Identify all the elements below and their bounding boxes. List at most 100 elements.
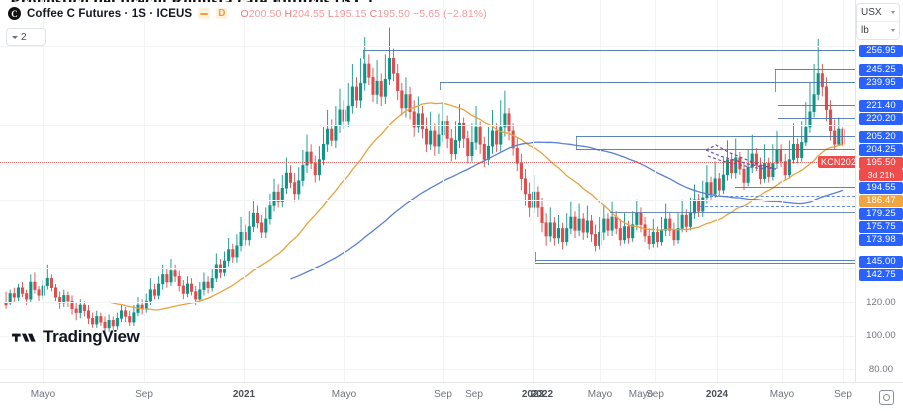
price-axis-label-194-55[interactable]: 194.55 xyxy=(859,182,903,194)
chevron-down-icon xyxy=(12,35,18,39)
unit-select-value: lb xyxy=(861,25,869,36)
legend-collapse-count: 2 xyxy=(21,31,27,43)
grid-line-h xyxy=(0,369,855,370)
grid-line-h xyxy=(0,268,855,269)
grid-line-v xyxy=(443,0,444,382)
grid-line-v xyxy=(655,0,656,382)
price-axis-label-175-75[interactable]: 175.75 xyxy=(859,221,903,233)
price-axis-label-204-25[interactable]: 204.25 xyxy=(859,144,903,156)
price-axis-label-100-00: 100.00 xyxy=(866,330,896,341)
time-axis-label: Mayo xyxy=(769,389,795,400)
chart-legend: C Coffee C Futures · 1S · ICEUS D O200.5… xyxy=(8,7,487,20)
level-line-239-95[interactable] xyxy=(440,82,855,83)
grid-line-v xyxy=(717,0,718,382)
grid-line-v xyxy=(43,0,44,382)
price-axis-label-80-00: 80.00 xyxy=(868,364,894,375)
level-anchor-tick xyxy=(775,69,776,92)
ohlc-change-value: −5.65 (−2.81%) xyxy=(413,7,487,20)
price-axis-label-186-47[interactable]: 186.47 xyxy=(859,195,903,207)
symbol-title[interactable]: Coffee C Futures · 1S · ICEUS xyxy=(27,7,193,20)
chevron-down-icon xyxy=(891,11,895,14)
ohlc-close-key: C xyxy=(369,7,378,20)
legend-collapse-button[interactable]: 2 xyxy=(6,28,46,46)
level-line-194-55[interactable] xyxy=(735,187,855,188)
ohlc-low-value: 195.15 xyxy=(333,7,367,20)
level-line-204-25[interactable] xyxy=(576,149,855,150)
level-anchor-tick xyxy=(535,252,536,262)
level-anchor-tick xyxy=(363,50,364,59)
price-axis-label-3d-21h[interactable]: 3d 21h xyxy=(859,169,903,181)
price-axis-label-179-25[interactable]: 179.25 xyxy=(859,208,903,220)
ohlc-open-key: O xyxy=(240,7,249,20)
chart-style-icon[interactable] xyxy=(198,8,211,19)
grid-line-h xyxy=(0,200,855,201)
time-axis-label: Sep xyxy=(434,389,452,400)
price-axis-label-245-25[interactable]: 245.25 xyxy=(859,64,903,76)
time-axis-label: 2023 xyxy=(521,389,545,400)
time-axis-label: Mayo xyxy=(331,389,357,400)
tradingview-logo-icon xyxy=(12,333,36,342)
ohlc-close-value: 195.50 xyxy=(377,7,411,20)
grid-line-v xyxy=(600,0,601,382)
tradingview-watermark: TradingView xyxy=(12,327,140,347)
time-axis-label: Sep xyxy=(834,389,852,400)
grid-line-v xyxy=(782,0,783,382)
price-axis-label-145-00[interactable]: 145.00 xyxy=(859,256,903,268)
time-axis-label: Mayo xyxy=(30,389,56,400)
unit-select[interactable]: lb xyxy=(857,21,899,39)
exchange-select-value: USX xyxy=(861,7,882,18)
time-axis[interactable]: Mayo Sep 2021 Mayo Sep 2022 Mayo Sep 2023 Mayo Sep… xyxy=(0,382,903,411)
tradingview-watermark-text: TradingView xyxy=(43,327,140,346)
time-axis-label: 2024 xyxy=(705,389,729,400)
ohlc-low-key: L xyxy=(327,7,334,20)
contract-tag-kcn2024[interactable]: KCN2024 xyxy=(818,156,855,168)
grid-line-h xyxy=(0,336,855,337)
grid-line-h xyxy=(0,302,855,303)
level-anchor-tick xyxy=(440,82,441,90)
level-line-145-00[interactable] xyxy=(535,260,855,261)
clipped-page-headline: Pronóstico del precio Robusta café Futur… xyxy=(10,0,373,2)
time-axis-label: Sep xyxy=(135,389,153,400)
grid-line-v xyxy=(843,0,844,382)
grid-line-v xyxy=(344,0,345,382)
level-line-220-20[interactable] xyxy=(778,118,855,119)
exchange-select[interactable]: USX xyxy=(857,4,899,21)
time-axis-label: 2022 xyxy=(530,389,554,400)
grid-line-h xyxy=(0,46,855,47)
grid-line-v xyxy=(144,0,145,382)
crosshair-settings-icon[interactable] xyxy=(879,390,894,405)
level-line-221-40[interactable] xyxy=(778,105,855,106)
chevron-down-icon xyxy=(891,29,895,32)
time-axis-label: Sep xyxy=(465,389,483,400)
chart-plot-area[interactable]: KCN2024 TradingView xyxy=(0,0,855,382)
interval-chip[interactable]: D xyxy=(216,8,228,19)
level-line-186-47[interactable] xyxy=(710,196,855,197)
ohlc-high-value: 204.55 xyxy=(292,7,325,20)
level-line-175-75[interactable] xyxy=(610,212,855,213)
price-axis-label-205-20[interactable]: 205.20 xyxy=(859,131,903,143)
candlestick-series xyxy=(4,27,845,332)
level-line-245-25[interactable] xyxy=(775,69,855,70)
current-price-line xyxy=(0,162,855,163)
time-axis-label: Mayo xyxy=(628,389,654,400)
ohlc-high-key: H xyxy=(284,7,293,20)
symbol-logo-icon: C xyxy=(8,7,21,20)
price-axis-label-256-95[interactable]: 256.95 xyxy=(859,45,903,57)
level-anchor-tick xyxy=(576,136,577,150)
price-axis-label-220-20[interactable]: 220.20 xyxy=(859,113,903,125)
price-axis-label-239-95[interactable]: 239.95 xyxy=(859,77,903,89)
level-line-256-95[interactable] xyxy=(363,50,855,51)
price-axis-label-221-40[interactable]: 221.40 xyxy=(859,100,903,112)
time-axis-label: Mayo xyxy=(587,389,613,400)
price-axis-label-173-98[interactable]: 173.98 xyxy=(859,234,903,246)
level-line-179-25[interactable] xyxy=(700,206,855,207)
price-axis-label-120-00: 120.00 xyxy=(866,297,896,308)
price-axis[interactable]: 256.95 245.25 239.95 221.40 220.20 205.20 204.… xyxy=(855,0,903,382)
price-axis-label-195-50[interactable]: 195.50 xyxy=(859,157,903,169)
level-line-142-75[interactable] xyxy=(535,263,855,264)
grid-line-v xyxy=(533,0,534,382)
price-axis-label-142-75[interactable]: 142.75 xyxy=(859,269,903,281)
time-axis-label: Sep xyxy=(646,389,664,400)
level-line-205-20[interactable] xyxy=(576,136,855,137)
unit-selectors[interactable]: USX lb xyxy=(856,3,900,40)
